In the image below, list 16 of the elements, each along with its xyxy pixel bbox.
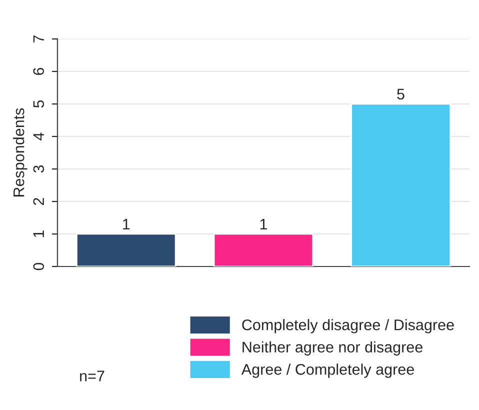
text: n=7 [80, 370, 104, 382]
legend-label: Agree / Completely agree [241, 364, 414, 378]
y-tick-label: 7 [33, 35, 44, 42]
data-label: 1 [260, 218, 267, 230]
y-tick-label: 2 [33, 198, 44, 205]
y-tick-label: 0 [33, 262, 44, 270]
y-tick-label: 6 [33, 68, 44, 75]
y-tick-label: 3 [33, 165, 44, 173]
data-label: 5 [397, 88, 404, 100]
legend-label: Completely disagree / Disagree [242, 319, 454, 334]
data-label: 1 [123, 218, 130, 230]
legend-label: Neither agree nor disagree [242, 341, 422, 356]
y-axis-title: Respondents [13, 108, 28, 196]
y-tick-label: 1 [33, 230, 44, 238]
y-tick-label: 4 [33, 132, 44, 140]
y-tick-label: 5 [33, 100, 44, 108]
